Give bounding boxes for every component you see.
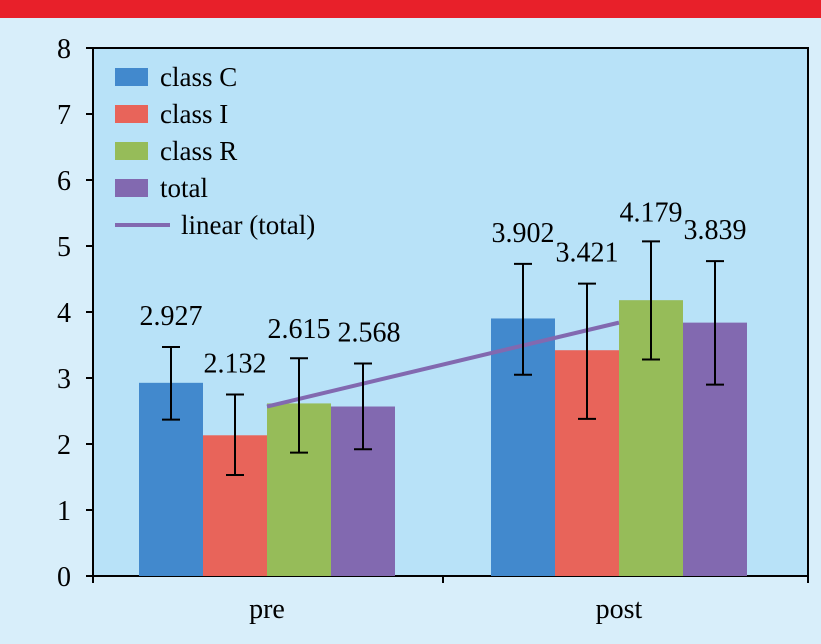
data-label: 3.902 <box>492 218 555 249</box>
y-tick-label: 7 <box>57 100 71 131</box>
y-tick-label: 3 <box>57 364 71 395</box>
legend-label: class C <box>160 62 237 92</box>
legend-swatch-class-C <box>115 68 148 86</box>
legend-label: class R <box>160 136 237 166</box>
data-label: 2.568 <box>338 317 401 348</box>
legend-swatch-total <box>115 179 148 197</box>
y-tick-label: 2 <box>57 430 71 461</box>
data-label: 4.179 <box>620 197 683 228</box>
data-label: 3.421 <box>556 238 619 269</box>
x-category-label: pre <box>249 594 285 625</box>
legend-label: class I <box>160 99 228 129</box>
y-tick-label: 6 <box>57 166 71 197</box>
legend-label: linear (total) <box>181 210 315 240</box>
legend-label: total <box>160 173 208 203</box>
y-tick-label: 1 <box>57 496 71 527</box>
legend-swatch-class-R <box>115 142 148 160</box>
data-label: 2.615 <box>268 314 331 345</box>
legend-swatch-class-I <box>115 105 148 123</box>
x-category-label: post <box>596 594 643 625</box>
trendline-linear-total <box>266 320 620 409</box>
data-label: 2.927 <box>140 301 203 332</box>
y-tick-label: 8 <box>57 34 71 65</box>
top-color-bar <box>0 0 821 18</box>
y-tick-label: 0 <box>57 562 71 593</box>
y-tick-label: 4 <box>57 298 71 329</box>
y-tick-label: 5 <box>57 232 71 263</box>
data-label: 3.839 <box>684 215 747 246</box>
data-label: 2.132 <box>204 349 267 380</box>
